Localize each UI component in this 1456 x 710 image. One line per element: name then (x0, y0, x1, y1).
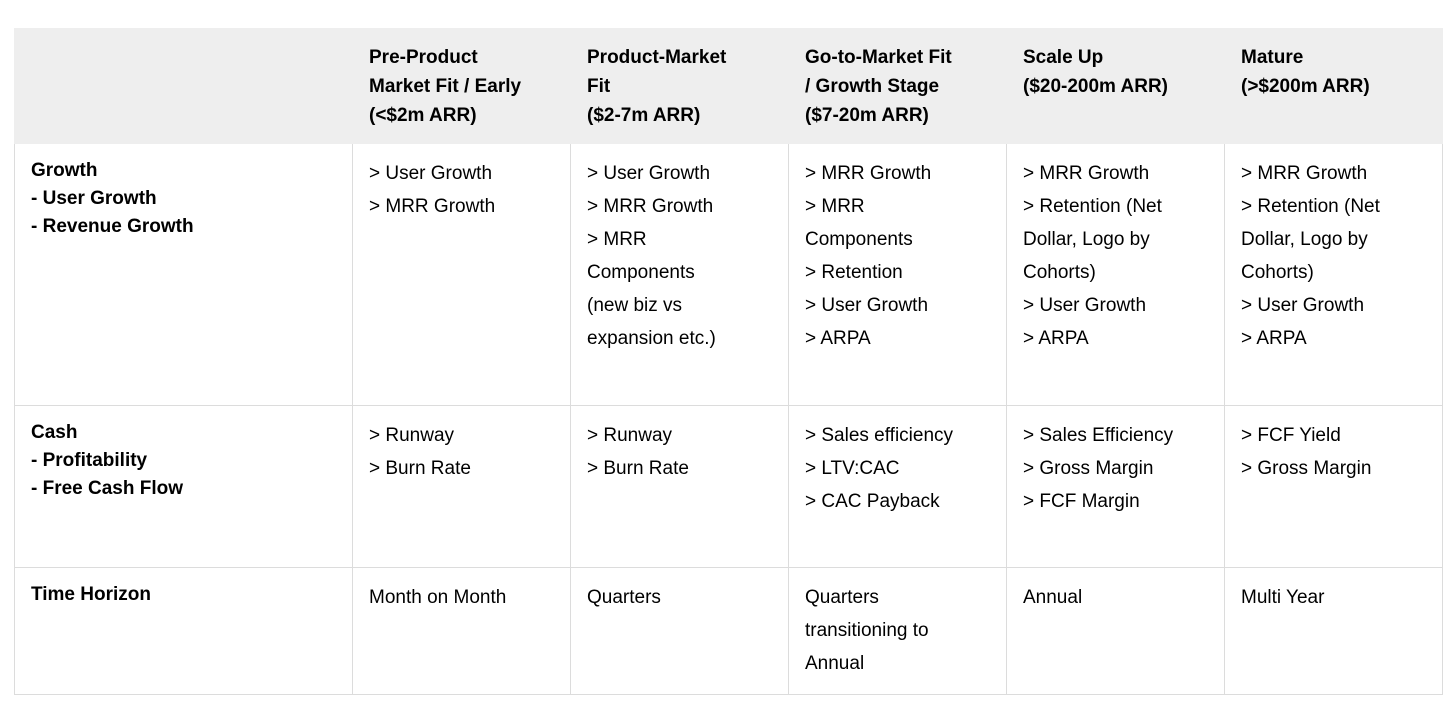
header-product-market-fit: Product-Market Fit ($2-7m ARR) (570, 28, 789, 144)
row-growth: Growth - User Growth - Revenue Growth > … (14, 143, 1443, 406)
cell-cash-product-market-fit: > Runway > Burn Rate (570, 405, 789, 568)
header-go-to-market-fit: Go-to-Market Fit / Growth Stage ($7-20m … (788, 28, 1007, 144)
cell-growth-go-to-market-fit: > MRR Growth > MRR Components > Retentio… (788, 143, 1007, 406)
saas-metrics-by-stage-table: Pre-Product Market Fit / Early (<$2m ARR… (14, 28, 1443, 695)
row-label-growth: Growth - User Growth - Revenue Growth (14, 143, 353, 406)
cell-time-scale-up: Annual (1006, 567, 1225, 695)
cell-growth-product-market-fit: > User Growth > MRR Growth > MRR Compone… (570, 143, 789, 406)
row-cash: Cash - Profitability - Free Cash Flow > … (14, 405, 1443, 568)
cell-growth-scale-up: > MRR Growth > Retention (Net Dollar, Lo… (1006, 143, 1225, 406)
cell-cash-mature: > FCF Yield > Gross Margin (1224, 405, 1443, 568)
cell-cash-go-to-market-fit: > Sales efficiency > LTV:CAC > CAC Payba… (788, 405, 1007, 568)
cell-time-product-market-fit: Quarters (570, 567, 789, 695)
header-row: Pre-Product Market Fit / Early (<$2m ARR… (14, 28, 1443, 144)
cell-cash-pre-product: > Runway > Burn Rate (352, 405, 571, 568)
row-label-cash: Cash - Profitability - Free Cash Flow (14, 405, 353, 568)
page: Pre-Product Market Fit / Early (<$2m ARR… (14, 28, 1443, 695)
row-label-time-horizon: Time Horizon (14, 567, 353, 695)
header-scale-up: Scale Up ($20-200m ARR) (1006, 28, 1225, 144)
header-empty-cell (14, 28, 353, 144)
cell-time-mature: Multi Year (1224, 567, 1443, 695)
cell-growth-mature: > MRR Growth > Retention (Net Dollar, Lo… (1224, 143, 1443, 406)
header-mature: Mature (>$200m ARR) (1224, 28, 1443, 144)
header-pre-product-market-fit: Pre-Product Market Fit / Early (<$2m ARR… (352, 28, 571, 144)
cell-time-pre-product: Month on Month (352, 567, 571, 695)
row-time-horizon: Time Horizon Month on Month Quarters Qua… (14, 567, 1443, 695)
cell-cash-scale-up: > Sales Efficiency > Gross Margin > FCF … (1006, 405, 1225, 568)
cell-time-go-to-market-fit: Quarters transitioning to Annual (788, 567, 1007, 695)
cell-growth-pre-product: > User Growth > MRR Growth (352, 143, 571, 406)
